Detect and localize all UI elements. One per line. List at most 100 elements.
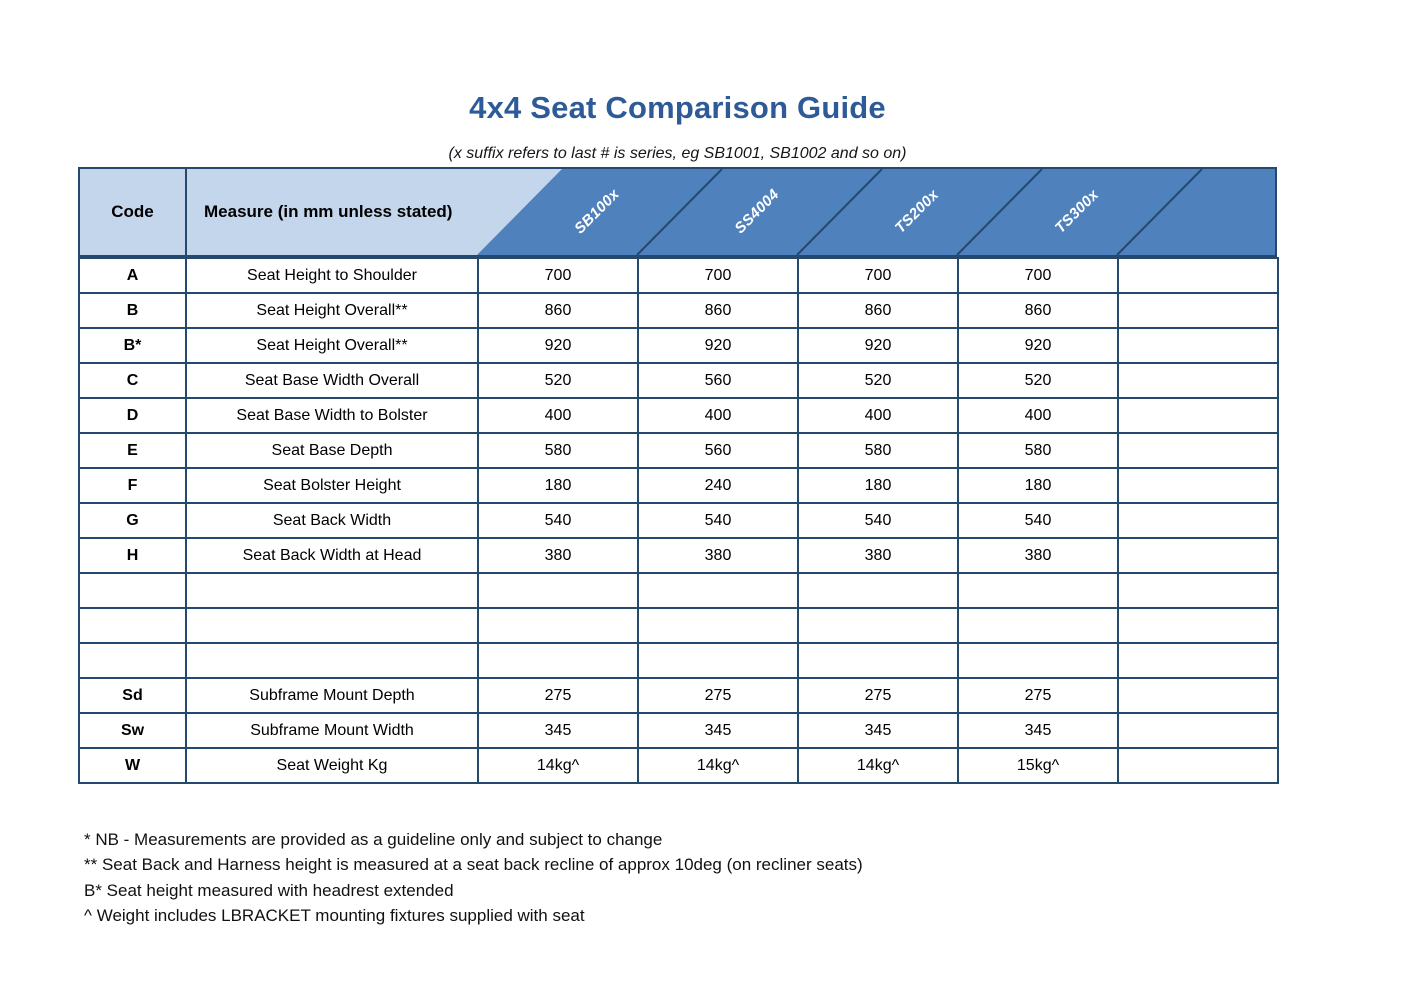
row-measure: Seat Base Width Overall: [185, 362, 479, 399]
page-title: 4x4 Seat Comparison Guide: [469, 90, 886, 125]
table-body: A Seat Height to Shoulder 700 700 700 70…: [78, 257, 1279, 784]
row-value: [1117, 467, 1279, 504]
table-row-empty: [78, 607, 1279, 644]
row-value: 240: [637, 467, 799, 504]
row-value: 400: [477, 397, 639, 434]
row-value: [957, 572, 1119, 609]
row-value: 920: [477, 327, 639, 364]
row-measure: Seat Base Width to Bolster: [185, 397, 479, 434]
row-code: Sw: [78, 712, 187, 749]
row-measure: Seat Height to Shoulder: [185, 257, 479, 294]
row-value: [1117, 432, 1279, 469]
table-row: H Seat Back Width at Head 380 380 380 38…: [78, 537, 1279, 574]
row-code: [78, 642, 187, 679]
row-value: [477, 572, 639, 609]
row-value: 15kg^: [957, 747, 1119, 784]
table-row: Sw Subframe Mount Width 345 345 345 345: [78, 712, 1279, 749]
footnote-guideline: * NB - Measurements are provided as a gu…: [84, 830, 663, 849]
footnote-headrest: B* Seat height measured with headrest ex…: [84, 880, 454, 900]
row-value: [637, 572, 799, 609]
row-code: B*: [78, 327, 187, 364]
row-code: G: [78, 502, 187, 539]
row-value: [1117, 712, 1279, 749]
row-value: 540: [957, 502, 1119, 539]
row-value: 700: [477, 257, 639, 294]
row-value: [797, 607, 959, 644]
table-row: C Seat Base Width Overall 520 560 520 52…: [78, 362, 1279, 399]
table-row: E Seat Base Depth 580 560 580 580: [78, 432, 1279, 469]
row-measure: Seat Weight Kg: [185, 747, 479, 784]
row-measure: Seat Height Overall**: [185, 292, 479, 329]
header-code-label: Code: [111, 202, 154, 221]
table-row: A Seat Height to Shoulder 700 700 700 70…: [78, 257, 1279, 294]
row-value: 700: [957, 257, 1119, 294]
row-value: 520: [477, 362, 639, 399]
row-value: [797, 642, 959, 679]
row-value: 520: [797, 362, 959, 399]
footnote-recline: ** Seat Back and Harness height is measu…: [84, 855, 863, 875]
row-value: 560: [637, 432, 799, 469]
row-value: [1117, 607, 1279, 644]
row-code: [78, 572, 187, 609]
row-value: 580: [797, 432, 959, 469]
row-measure: [185, 572, 479, 609]
row-measure: [185, 607, 479, 644]
row-code: W: [78, 747, 187, 784]
row-value: 540: [637, 502, 799, 539]
row-value: 920: [957, 327, 1119, 364]
row-value: [957, 642, 1119, 679]
row-measure: Subframe Mount Width: [185, 712, 479, 749]
table-row: B Seat Height Overall** 860 860 860 860: [78, 292, 1279, 329]
row-value: 14kg^: [477, 747, 639, 784]
row-value: 400: [637, 397, 799, 434]
row-value: 180: [957, 467, 1119, 504]
page-subtitle: (x suffix refers to last # is series, eg…: [448, 145, 907, 162]
row-measure: Subframe Mount Depth: [185, 677, 479, 714]
row-value: [1117, 642, 1279, 679]
table-row: D Seat Base Width to Bolster 400 400 400…: [78, 397, 1279, 434]
row-value: 380: [957, 537, 1119, 574]
row-code: [78, 607, 187, 644]
footnotes: * NB - Measurements are provided as a gu…: [84, 827, 1184, 929]
table-header: Code Measure (in mm unless stated) SB100…: [78, 167, 1277, 257]
row-value: [1117, 397, 1279, 434]
row-value: [797, 572, 959, 609]
row-value: [1117, 747, 1279, 784]
row-value: [477, 607, 639, 644]
header-dark-band: [477, 169, 1275, 255]
row-measure: [185, 642, 479, 679]
table-row: B* Seat Height Overall** 920 920 920 920: [78, 327, 1279, 364]
row-measure: Seat Base Depth: [185, 432, 479, 469]
row-value: 345: [477, 712, 639, 749]
row-value: [1117, 362, 1279, 399]
row-value: 380: [797, 537, 959, 574]
header-measure-label: Measure (in mm unless stated): [204, 202, 453, 221]
row-value: 345: [797, 712, 959, 749]
row-value: 380: [477, 537, 639, 574]
header-diagonal-lines: [636, 169, 1203, 255]
row-value: 275: [797, 677, 959, 714]
row-value: 860: [637, 292, 799, 329]
row-value: 345: [957, 712, 1119, 749]
row-code: Sd: [78, 677, 187, 714]
row-measure: Seat Bolster Height: [185, 467, 479, 504]
row-code: B: [78, 292, 187, 329]
row-value: [637, 607, 799, 644]
row-value: 14kg^: [637, 747, 799, 784]
row-value: 860: [477, 292, 639, 329]
row-value: 400: [797, 397, 959, 434]
row-measure: Seat Back Width: [185, 502, 479, 539]
row-value: 180: [477, 467, 639, 504]
row-value: [1117, 502, 1279, 539]
row-code: C: [78, 362, 187, 399]
row-value: [1117, 257, 1279, 294]
table-row: W Seat Weight Kg 14kg^ 14kg^ 14kg^ 15kg^: [78, 747, 1279, 784]
row-value: [1117, 292, 1279, 329]
footnote-weight: ^ Weight includes LBRACKET mounting fixt…: [84, 906, 585, 926]
table-row: Sd Subframe Mount Depth 275 275 275 275: [78, 677, 1279, 714]
row-value: 860: [797, 292, 959, 329]
row-measure: Seat Height Overall**: [185, 327, 479, 364]
row-value: [957, 607, 1119, 644]
row-value: [1117, 537, 1279, 574]
